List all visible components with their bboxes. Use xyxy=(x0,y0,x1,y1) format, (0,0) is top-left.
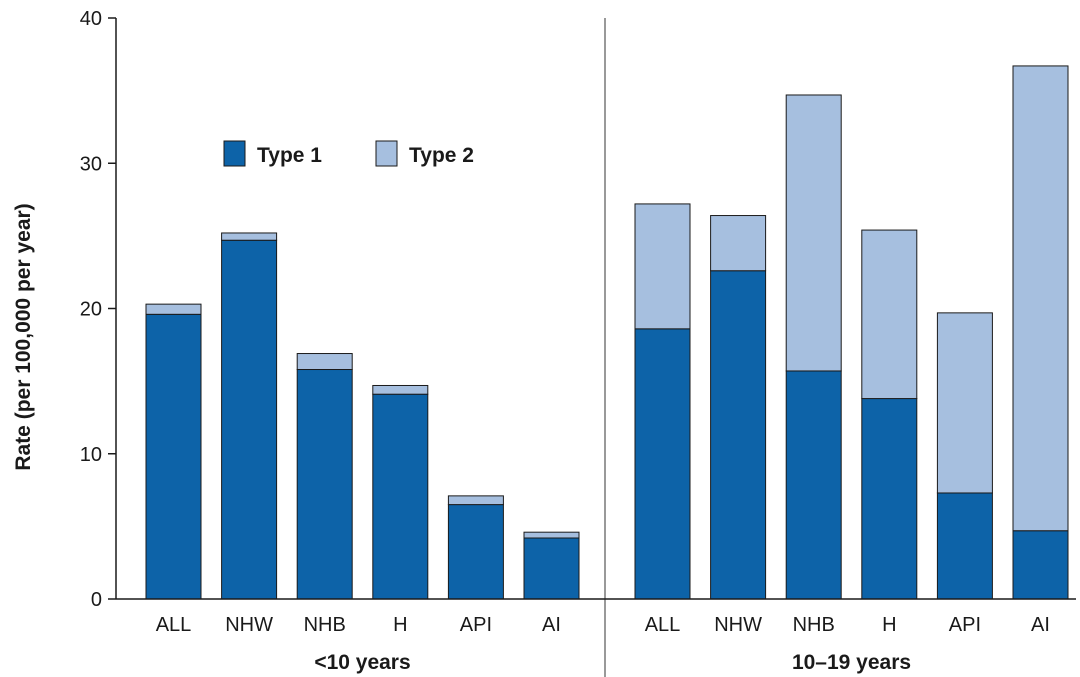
category-label-g1-ai: AI xyxy=(1031,614,1050,636)
bar-type-2-g1-nhb xyxy=(785,94,842,372)
bar-type-1-g0-nhb xyxy=(296,369,353,600)
legend-swatch-type-2 xyxy=(375,140,398,167)
y-tick-label-10: 10 xyxy=(80,444,102,466)
bar-type-1-g1-nhw xyxy=(710,270,767,600)
y-tick-label-0: 0 xyxy=(91,589,102,611)
legend-swatch-type-1 xyxy=(223,140,246,167)
bar-type-2-g1-ai xyxy=(1012,65,1069,532)
group-label-0: <10 years xyxy=(314,651,410,674)
bar-type-1-g0-all xyxy=(145,313,202,600)
bar-type-2-g1-api xyxy=(936,312,993,494)
bars-layer xyxy=(145,65,1069,600)
bar-type-1-g0-nhw xyxy=(221,239,278,600)
bar-type-2-g0-api xyxy=(447,495,504,506)
bar-type-2-g0-all xyxy=(145,303,202,315)
legend-label-type-2: Type 2 xyxy=(409,144,474,167)
category-label-g1-nhw: NHW xyxy=(714,614,762,636)
y-axis-label: Rate (per 100,000 per year) xyxy=(12,203,35,470)
bar-type-1-g1-api xyxy=(936,492,993,600)
bar-type-2-g1-all xyxy=(634,203,691,330)
category-labels: ALL NHW NHB H API AI <10 years ALL NHW NHB H API AI 1… xyxy=(156,614,1050,674)
category-label-g0-nhw: NHW xyxy=(225,614,273,636)
y-tick-label-30: 30 xyxy=(80,153,102,175)
bar-type-1-g0-ai xyxy=(523,537,580,600)
y-tick-label-20: 20 xyxy=(80,299,102,321)
bar-type-1-g0-h xyxy=(372,393,429,600)
category-label-g0-nhb: NHB xyxy=(304,614,346,636)
bar-type-2-g0-ai xyxy=(523,531,580,539)
category-label-g1-h: H xyxy=(882,614,896,636)
category-label-g1-all: ALL xyxy=(645,614,681,636)
y-tick-label-40: 40 xyxy=(80,8,102,30)
bar-type-1-g1-h xyxy=(861,398,918,600)
category-label-g0-all: ALL xyxy=(156,614,192,636)
group-label-1: 10–19 years xyxy=(792,651,911,674)
bar-type-2-g0-h xyxy=(372,384,429,395)
bar-type-2-g1-nhw xyxy=(710,215,767,272)
bar-type-1-g1-nhb xyxy=(785,370,842,600)
bar-type-2-g0-nhw xyxy=(221,232,278,241)
legend: Type 1 Type 2 xyxy=(223,140,474,167)
y-ticks: 0 10 20 30 40 xyxy=(80,8,116,611)
bar-type-1-g0-api xyxy=(447,504,504,600)
category-label-g0-h: H xyxy=(393,614,407,636)
legend-label-type-1: Type 1 xyxy=(257,144,322,167)
bar-type-1-g1-ai xyxy=(1012,530,1069,600)
category-label-g1-nhb: NHB xyxy=(793,614,835,636)
category-label-g0-ai: AI xyxy=(542,614,561,636)
category-label-g0-api: API xyxy=(460,614,492,636)
bar-type-2-g0-nhb xyxy=(296,353,353,371)
bar-type-2-g1-h xyxy=(861,229,918,400)
bar-type-1-g1-all xyxy=(634,328,691,600)
category-label-g1-api: API xyxy=(949,614,981,636)
